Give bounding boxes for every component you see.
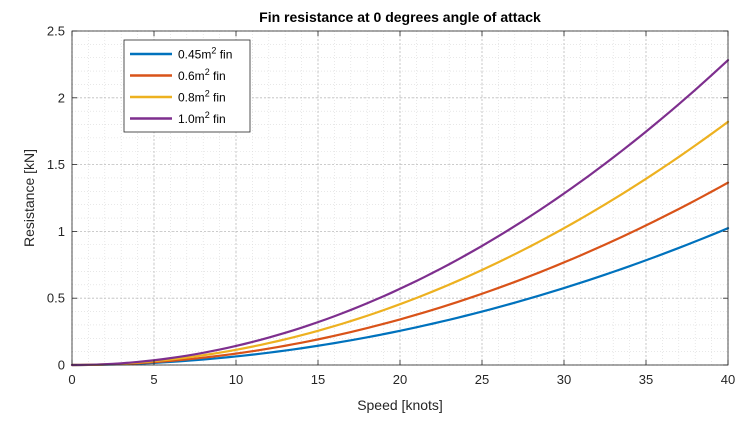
x-tick-label: 0 xyxy=(68,372,75,387)
chart-title: Fin resistance at 0 degrees angle of att… xyxy=(259,9,541,25)
series-lines xyxy=(70,59,730,367)
legend-entry-2: 0.6m2 fin xyxy=(178,67,226,83)
series-line-3 xyxy=(70,120,730,367)
x-tick-label: 30 xyxy=(557,372,571,387)
y-tick-label: 2 xyxy=(58,90,65,105)
x-tick-label: 20 xyxy=(393,372,407,387)
x-tick-label: 5 xyxy=(150,372,157,387)
x-tick-label: 35 xyxy=(639,372,653,387)
legend-entry-1: 0.45m2 fin xyxy=(178,46,232,62)
y-tick-label: 0 xyxy=(58,358,65,373)
x-tick-labels: 0 5 10 15 20 25 30 35 40 xyxy=(68,372,735,387)
y-axis-label: Resistance [kN] xyxy=(21,149,37,247)
series-line-4 xyxy=(70,59,730,367)
legend-box xyxy=(123,39,251,133)
series-line-2 xyxy=(70,181,730,367)
y-tick-label: 2.5 xyxy=(47,24,65,39)
legend-entry-4: 1.0m2 fin xyxy=(178,110,226,126)
legend: 0.45m2 fin 0.6m2 fin 0.8m2 fin 1.0m2 fin xyxy=(123,39,251,133)
y-tick-label: 1.5 xyxy=(47,157,65,172)
x-tick-label: 25 xyxy=(475,372,489,387)
x-tick-label: 10 xyxy=(229,372,243,387)
series-line-1 xyxy=(70,227,730,367)
x-tick-label: 15 xyxy=(311,372,325,387)
y-tick-labels: 0 0.5 1 1.5 2 2.5 xyxy=(47,24,65,373)
x-axis-label: Speed [knots] xyxy=(357,397,443,413)
legend-entry-3: 0.8m2 fin xyxy=(178,89,226,105)
y-tick-label: 1 xyxy=(58,224,65,239)
axis-ticks xyxy=(71,30,729,366)
y-tick-label: 0.5 xyxy=(47,291,65,306)
x-tick-label: 40 xyxy=(721,372,735,387)
